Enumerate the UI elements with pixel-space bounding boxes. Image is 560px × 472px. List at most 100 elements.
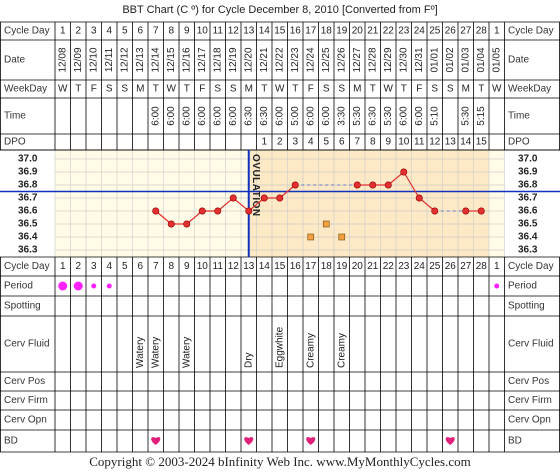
ovulation-label: OVULATION <box>250 154 261 217</box>
y-tick-label: 37.0 <box>518 154 538 165</box>
dates-cell: 12/27 <box>352 47 363 72</box>
weekdays-cell: W <box>492 84 502 95</box>
row-label: Date <box>508 55 530 66</box>
row-label: BD <box>508 436 522 447</box>
cycle_days-cell: 28 <box>476 26 488 37</box>
temp-point <box>229 194 237 202</box>
y-tick-label: 36.7 <box>18 193 38 204</box>
cycle_days-cell: 2 <box>75 261 81 272</box>
cycle_days-cell: 1 <box>494 26 500 37</box>
excluded-temp <box>307 233 315 241</box>
temp-point <box>152 207 160 215</box>
weekdays-cell: F <box>199 84 205 95</box>
cycle_days-cell: 3 <box>91 26 97 37</box>
y-tick-label: 36.4 <box>518 232 538 243</box>
cerv_fluid-cell: Creamy <box>305 333 316 368</box>
dates-cell: 12/08 <box>57 47 68 72</box>
cycle_days-cell: 5 <box>122 26 128 37</box>
dpo-cell: 12 <box>429 137 441 148</box>
dates-cell: 12/29 <box>383 47 394 72</box>
cycle_days-cell: 10 <box>197 26 209 37</box>
row-label: Cerv Opn <box>508 415 551 426</box>
cycle_days-cell: 15 <box>274 261 286 272</box>
post-ovulation-bg <box>248 150 489 257</box>
weekdays-cell: T <box>292 84 298 95</box>
row-label: Cerv Firm <box>508 395 552 406</box>
dates-cell: 12/09 <box>73 47 84 72</box>
dates-cell: 12/31 <box>414 47 425 72</box>
weekdays-cell: W <box>58 84 68 95</box>
times-cell: 6:00 <box>197 106 208 126</box>
dates-cell: 12/23 <box>290 47 301 72</box>
temp-point <box>384 181 392 189</box>
dates-cell: 12/15 <box>166 47 177 72</box>
cycle_days-cell: 23 <box>398 261 410 272</box>
excluded-temp <box>338 233 346 241</box>
dpo-cell: 1 <box>261 137 267 148</box>
cycle_days-cell: 27 <box>460 261 472 272</box>
times-cell: 6:00 <box>321 106 332 126</box>
dates-cell: 01/05 <box>491 47 502 72</box>
y-tick-label: 36.8 <box>518 180 538 191</box>
bd-heart <box>445 437 455 445</box>
temp-point <box>431 207 439 215</box>
weekdays-cell: T <box>184 84 190 95</box>
cycle_days-cell: 17 <box>305 261 317 272</box>
bd-heart <box>151 437 161 445</box>
weekdays-cell: S <box>447 84 454 95</box>
y-tick-label: 37.0 <box>18 154 38 165</box>
y-tick-label: 36.3 <box>518 245 538 256</box>
cycle_days-cell: 1 <box>494 261 500 272</box>
weekdays-cell: S <box>121 84 128 95</box>
row-label: Cerv Pos <box>508 376 549 387</box>
row-label: Time <box>4 111 26 122</box>
dates-cell: 12/21 <box>259 47 270 72</box>
cycle_days-cell: 7 <box>153 261 159 272</box>
dpo-cell: 4 <box>308 137 314 148</box>
times-cell: 6:30 <box>243 106 254 126</box>
cerv_fluid-cell: Creamy <box>336 333 347 368</box>
weekdays-cell: S <box>214 84 221 95</box>
temp-point <box>400 168 408 176</box>
cycle_days-cell: 26 <box>445 261 457 272</box>
dates-cell: 12/26 <box>336 47 347 72</box>
cycle_days-cell: 13 <box>243 26 255 37</box>
row-label: Cycle Day <box>4 261 50 272</box>
cycle_days-cell: 2 <box>75 26 81 37</box>
cycle_days-cell: 22 <box>383 26 395 37</box>
row-label: Cerv Firm <box>4 395 48 406</box>
dates-cell: 12/20 <box>243 47 254 72</box>
weekdays-cell: W <box>384 84 394 95</box>
temp-point <box>369 181 377 189</box>
cycle_days-cell: 7 <box>153 26 159 37</box>
dpo-cell: 5 <box>323 137 329 148</box>
y-tick-label: 36.3 <box>18 245 38 256</box>
cycle_days-cell: 13 <box>243 261 255 272</box>
temp-point <box>245 207 253 215</box>
times-cell: 6:00 <box>228 106 239 126</box>
cycle_days-cell: 24 <box>414 26 426 37</box>
dates-cell: 12/28 <box>367 47 378 72</box>
period-dot <box>106 283 112 289</box>
weekdays-cell: T <box>261 84 267 95</box>
cycle_days-cell: 3 <box>91 261 97 272</box>
dates-cell: 12/24 <box>305 47 316 72</box>
cycle_days-cell: 11 <box>213 26 224 37</box>
row-label: Cerv Pos <box>4 376 45 387</box>
row-label: Period <box>508 281 537 292</box>
weekdays-cell: M <box>136 84 144 95</box>
times-cell: 6:00 <box>398 106 409 126</box>
dpo-cell: 13 <box>445 137 457 148</box>
cerv_fluid-cell: Watery <box>135 337 146 368</box>
times-cell: 6:30 <box>367 106 378 126</box>
times-cell: 5:30 <box>352 106 363 126</box>
row-label: Cycle Day <box>4 26 50 37</box>
weekdays-cell: M <box>245 84 253 95</box>
times-cell: 5:30 <box>383 106 394 126</box>
temp-point <box>198 207 206 215</box>
row-label: DPO <box>4 137 26 148</box>
row-label: Date <box>4 55 26 66</box>
dpo-cell: 11 <box>414 137 425 148</box>
times-cell: 6:00 <box>305 106 316 126</box>
